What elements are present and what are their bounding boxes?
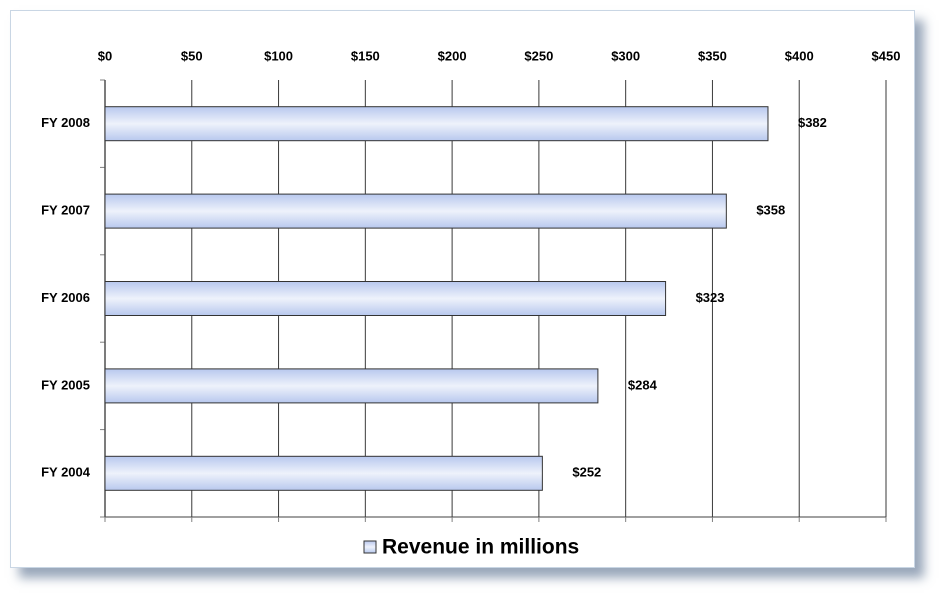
y-tick-label: FY 2004	[41, 465, 91, 480]
legend-label: Revenue in millions	[382, 536, 579, 559]
y-tick-label: FY 2006	[41, 290, 90, 305]
bar	[104, 281, 667, 316]
x-tick-label: $350	[698, 48, 727, 63]
x-tick-label: $300	[611, 48, 640, 63]
x-tick-label: $0	[98, 48, 112, 63]
x-tick-label: $250	[524, 48, 553, 63]
x-tick-label: $100	[264, 48, 293, 63]
y-tick-label: FY 2005	[41, 377, 90, 392]
bar	[104, 368, 599, 404]
bar	[104, 106, 769, 142]
value-label: $323	[696, 290, 725, 305]
x-tick-label: $450	[872, 48, 901, 63]
y-tick-label: FY 2008	[41, 115, 90, 130]
value-label: $382	[798, 115, 827, 130]
bar	[104, 193, 727, 229]
bar	[104, 455, 543, 491]
legend-swatch	[363, 540, 377, 554]
y-tick-label: FY 2007	[41, 203, 90, 218]
value-label: $358	[756, 203, 785, 218]
value-label: $252	[572, 465, 601, 480]
x-tick-label: $400	[785, 48, 814, 63]
x-tick-label: $50	[181, 48, 203, 63]
value-label: $284	[628, 377, 658, 392]
x-tick-label: $150	[351, 48, 380, 63]
x-tick-label: $200	[438, 48, 467, 63]
